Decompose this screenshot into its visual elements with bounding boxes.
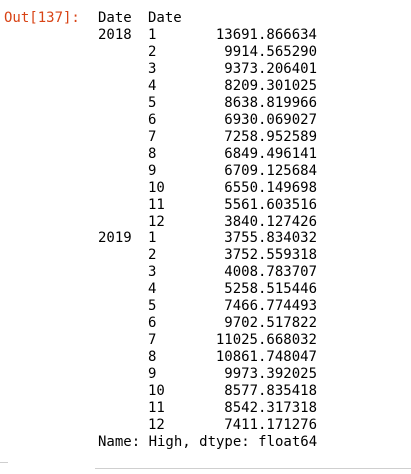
value: 8577.835418 bbox=[224, 383, 317, 400]
month-label: 9 bbox=[148, 366, 157, 383]
month-label: 1 bbox=[148, 230, 157, 247]
value: 9702.517822 bbox=[224, 315, 317, 332]
month-label: 12 bbox=[148, 213, 165, 230]
month-label: 10 bbox=[148, 179, 165, 196]
value: 6849.496141 bbox=[224, 145, 317, 162]
month-label: 6 bbox=[148, 111, 157, 128]
value: 7258.952589 bbox=[224, 128, 317, 145]
month-label: 2 bbox=[148, 247, 157, 264]
month-label: 8 bbox=[148, 349, 157, 366]
value: 9973.392025 bbox=[224, 366, 317, 383]
value: 13691.866634 bbox=[215, 26, 317, 43]
value: 5561.603516 bbox=[224, 196, 317, 213]
month-label: 5 bbox=[148, 94, 157, 111]
value: 8542.317318 bbox=[224, 400, 317, 417]
value: 11025.668032 bbox=[215, 332, 317, 349]
value: 3755.834032 bbox=[224, 230, 317, 247]
month-label: 3 bbox=[148, 264, 157, 281]
month-label: 7 bbox=[148, 128, 157, 145]
output-prompt: Out[137]: bbox=[4, 10, 80, 26]
value: 10861.748047 bbox=[215, 349, 317, 366]
value: 7466.774493 bbox=[224, 298, 317, 315]
value: 6930.069027 bbox=[224, 111, 317, 128]
month-label: 11 bbox=[148, 196, 165, 213]
value: 8209.301025 bbox=[224, 77, 317, 94]
series-footer: Name: High, dtype: float64 bbox=[98, 434, 318, 450]
index-header: Date bbox=[148, 10, 182, 26]
month-label: 11 bbox=[148, 400, 165, 417]
month-label: 12 bbox=[148, 417, 165, 434]
value: 4008.783707 bbox=[224, 264, 317, 281]
cell-border bbox=[95, 468, 411, 469]
month-label: 10 bbox=[148, 383, 165, 400]
month-label: 1 bbox=[148, 26, 157, 43]
month-label: 3 bbox=[148, 60, 157, 77]
value: 6709.125684 bbox=[224, 162, 317, 179]
month-label: 4 bbox=[148, 77, 157, 94]
cell-border bbox=[0, 462, 8, 463]
value: 6550.149698 bbox=[224, 179, 317, 196]
month-label: 7 bbox=[148, 332, 157, 349]
value: 9914.565290 bbox=[224, 43, 317, 60]
value: 7411.171276 bbox=[224, 417, 317, 434]
year-label: 2018 bbox=[98, 26, 132, 43]
value: 5258.515446 bbox=[224, 281, 317, 298]
month-label: 2 bbox=[148, 43, 157, 60]
month-label: 5 bbox=[148, 298, 157, 315]
month-label: 9 bbox=[148, 162, 157, 179]
value: 3840.127426 bbox=[224, 213, 317, 230]
value: 8638.819966 bbox=[224, 94, 317, 111]
index-header: Date bbox=[98, 10, 132, 26]
year-label: 2019 bbox=[98, 230, 132, 247]
value: 3752.559318 bbox=[224, 247, 317, 264]
value: 9373.206401 bbox=[224, 60, 317, 77]
month-label: 6 bbox=[148, 315, 157, 332]
month-label: 8 bbox=[148, 145, 157, 162]
month-label: 4 bbox=[148, 281, 157, 298]
